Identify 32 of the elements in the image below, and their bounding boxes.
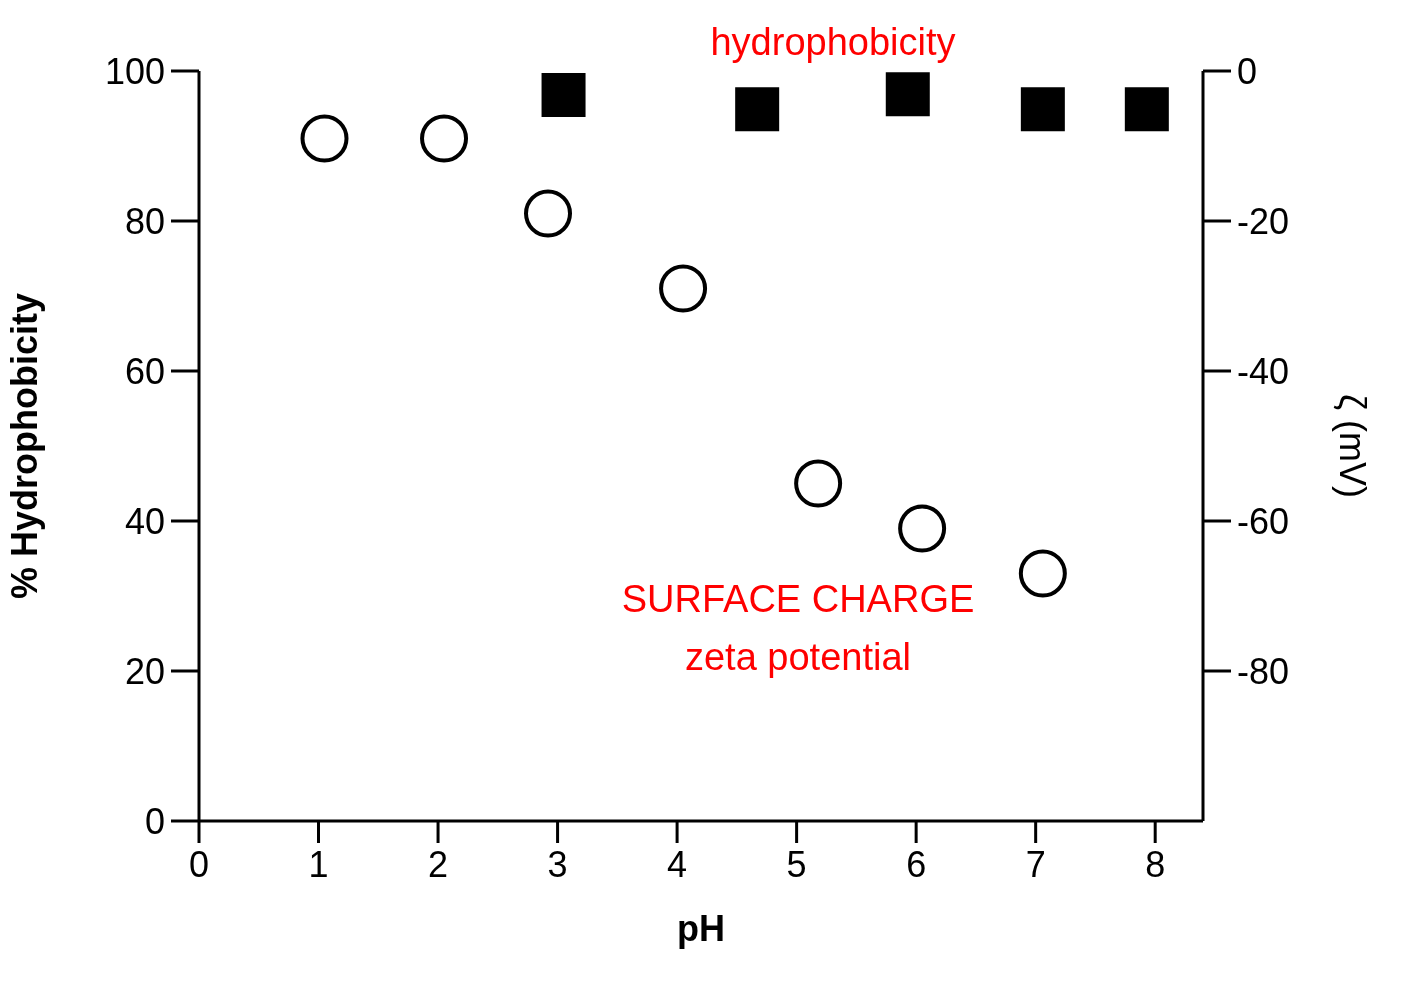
y2-tick-label: -40 [1237,350,1290,392]
point [300,114,349,163]
x-axis-title: pH [677,908,725,949]
y-tick-label: 80 [124,200,165,242]
point [898,504,947,553]
point [420,114,469,163]
y-tick-label: 0 [144,800,165,842]
x-tick-label: 5 [786,843,807,885]
x-tick-label: 1 [308,843,329,885]
y2-tick-label: -60 [1237,500,1290,542]
y2-tick-label: -80 [1237,650,1290,692]
text: hydrophobicity [710,20,956,65]
x-tick-label: 8 [1145,843,1166,885]
y2-tick-label: 0 [1237,50,1258,92]
x-tick-label: 3 [547,843,568,885]
y-tick-label: 60 [124,350,165,392]
point [1018,549,1067,598]
x-tick-label: 4 [667,843,688,885]
y2-axis-title: ζ (mV) [1332,394,1374,498]
x-tick-label: 7 [1025,843,1046,885]
point [794,459,843,508]
y2-tick-label: -20 [1237,200,1290,242]
y-tick-label: 40 [124,500,165,542]
y-axis-title: % Hydrophobicity [3,292,45,600]
annotation: SURFACE CHARGE zeta potential [621,577,975,680]
y-tick-label: 100 [104,50,165,92]
point [659,264,708,313]
point [524,189,573,238]
y-tick-label: 20 [124,650,165,692]
x-tick-label: 6 [906,843,927,885]
x-tick-label: 2 [428,843,449,885]
x-tick-label: 0 [188,843,210,885]
